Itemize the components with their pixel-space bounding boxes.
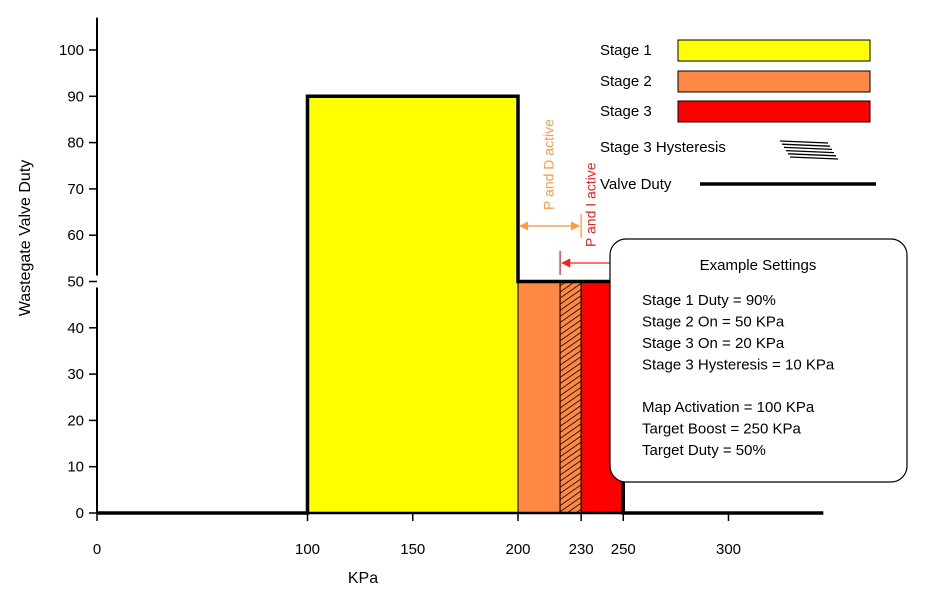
- legend-item: Stage 3 Hysteresis: [600, 139, 839, 160]
- legend-hatch-line: [787, 153, 837, 157]
- x-axis-label: KPa: [348, 570, 378, 587]
- axes: 0 10 20 30 40 50 60 70 80 90 100 0 100 150 200 230 250 30…: [59, 17, 824, 558]
- legend-label: Valve Duty: [600, 176, 672, 193]
- legend-label: Stage 2: [600, 73, 652, 90]
- settings-line: Target Boost = 250 KPa: [642, 421, 802, 438]
- legend-hatch-line: [785, 149, 835, 154]
- legend-swatch: [677, 100, 871, 123]
- x-tick-label: 250: [611, 541, 636, 558]
- settings-line: Stage 3 On = 20 KPa: [642, 335, 785, 352]
- settings-title: Example Settings: [700, 257, 817, 274]
- legend-item: Valve Duty: [600, 176, 876, 193]
- settings-line: Stage 2 On = 50 KPa: [642, 314, 785, 331]
- legend-hatch-swatch: [779, 140, 839, 160]
- y-tick-label: 0: [76, 505, 84, 522]
- legend-item: Stage 1: [600, 39, 871, 62]
- x-tick-label: 150: [400, 541, 425, 558]
- legend-hatch-line: [779, 140, 829, 144]
- legend-label: Stage 3: [600, 103, 652, 120]
- y-tick-label: 10: [67, 459, 84, 476]
- y-tick-label: 70: [67, 181, 84, 198]
- y-tick-label: 90: [67, 88, 84, 105]
- region-stage-1: [307, 95, 519, 514]
- x-tick-label: 230: [569, 541, 594, 558]
- settings-line: Stage 1 Duty = 90%: [642, 292, 776, 309]
- annotation-label: P and D active: [541, 119, 557, 210]
- legend-swatch: [677, 70, 871, 93]
- settings-line: Map Activation = 100 KPa: [642, 399, 815, 416]
- x-tick-label: 0: [93, 541, 101, 558]
- y-tick-label: 30: [67, 366, 84, 383]
- y-tick-label: 100: [59, 42, 84, 59]
- y-tick-label: 40: [67, 320, 84, 337]
- region-stage-3-hysteresis: [559, 281, 582, 514]
- stage-regions: [307, 95, 624, 514]
- legend-item: Stage 2: [600, 70, 871, 93]
- y-tick-label: 20: [67, 412, 84, 429]
- x-tick-label: 300: [716, 541, 741, 558]
- settings-line: Target Duty = 50%: [642, 442, 766, 459]
- y-axis-label: Wastegate Valve Duty: [17, 160, 34, 317]
- annotation-label: P and I active: [583, 162, 599, 247]
- example-settings-box: Example Settings Stage 1 Duty = 90% Stage …: [609, 238, 908, 483]
- legend-label: Stage 3 Hysteresis: [600, 139, 726, 156]
- legend-hatch-line: [783, 146, 833, 151]
- legend-label: Stage 1: [600, 42, 652, 59]
- x-tick-label: 200: [505, 541, 530, 558]
- y-tick-label: 60: [67, 227, 84, 244]
- legend-item: Stage 3: [600, 100, 871, 123]
- y-tick-label: 80: [67, 135, 84, 152]
- legend-hatch-line: [781, 143, 831, 147]
- annotations: P and D active P and I active: [519, 119, 624, 275]
- y-tick-label: 50: [67, 274, 84, 291]
- legend-swatch: [677, 39, 871, 62]
- settings-box-frame: [609, 238, 908, 483]
- legend: Stage 1 Stage 2 Stage 3 Stage 3 Hysteresis V…: [600, 39, 876, 193]
- x-tick-label: 100: [295, 541, 320, 558]
- settings-line: Stage 3 Hysteresis = 10 KPa: [642, 357, 835, 374]
- legend-hatch-line: [789, 156, 839, 160]
- region-stage-2: [517, 281, 561, 514]
